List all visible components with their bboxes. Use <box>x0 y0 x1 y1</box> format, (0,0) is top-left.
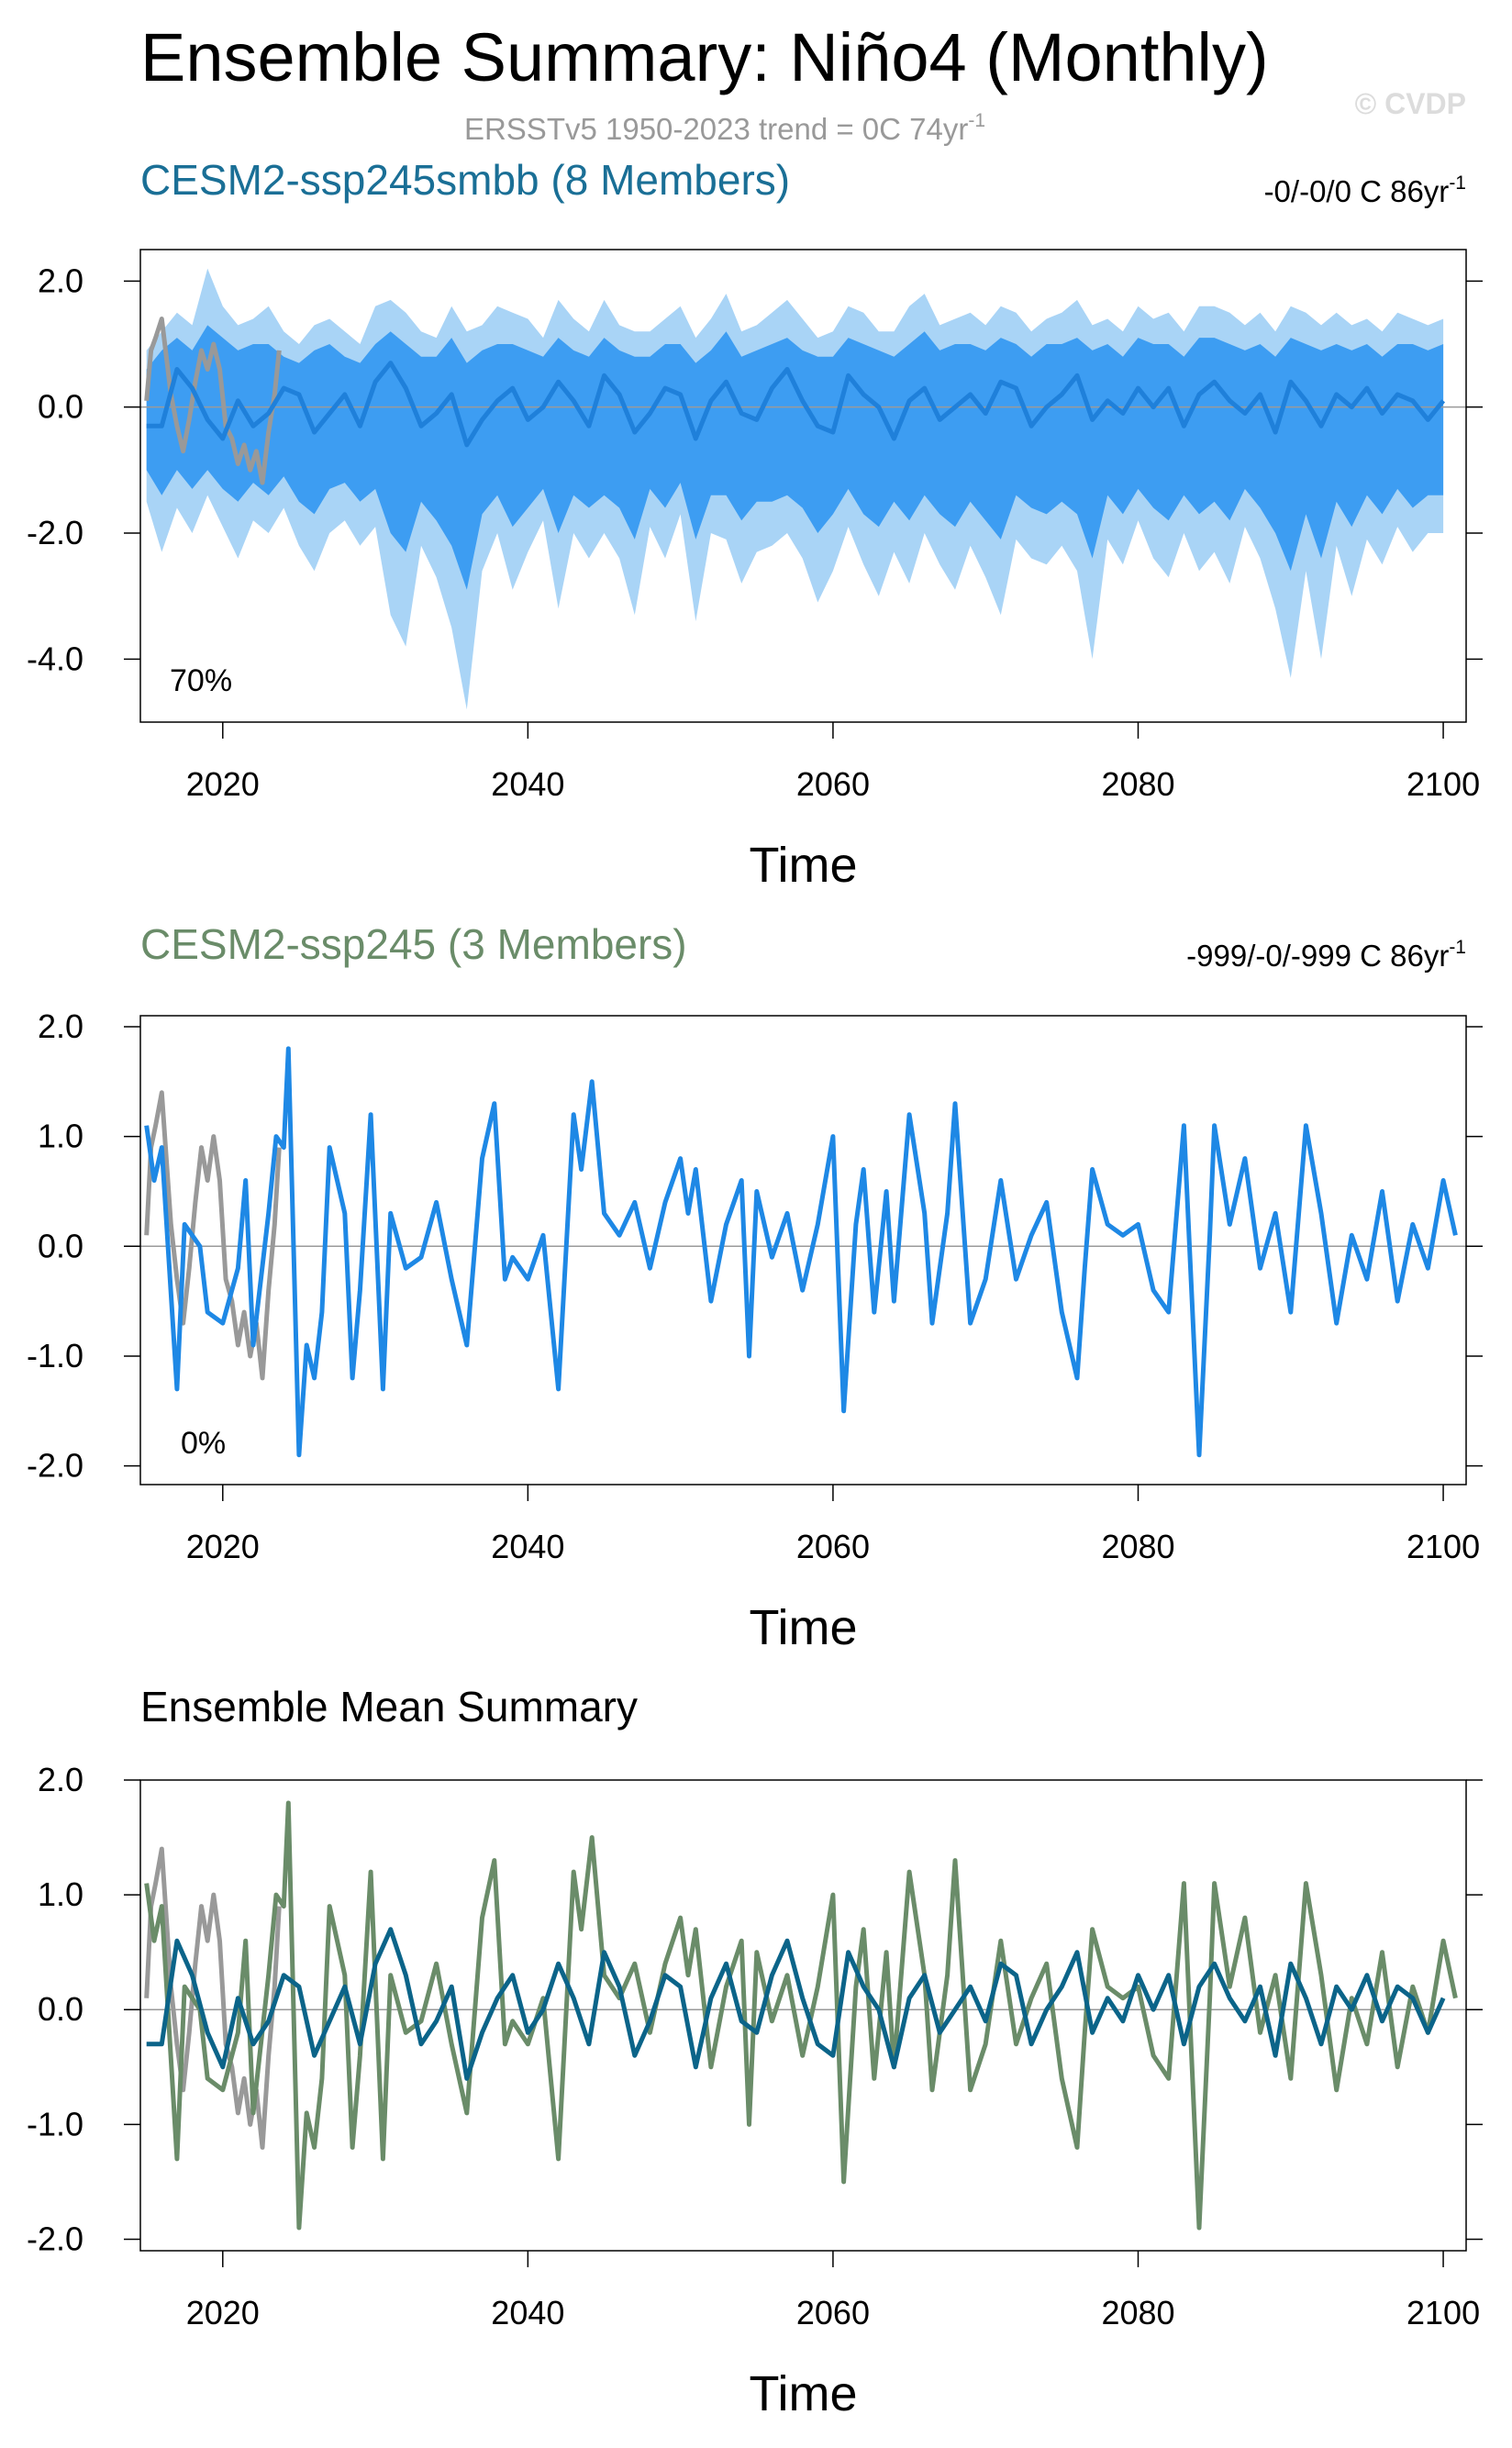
x-tick-label: 2040 <box>491 1528 564 1565</box>
plot-area <box>140 1046 1466 1458</box>
x-tick-label: 2060 <box>796 1528 870 1565</box>
series-line <box>144 1046 1458 1458</box>
subtitle-superscript: -1 <box>968 110 985 131</box>
y-tick-label: 0.0 <box>38 1227 83 1264</box>
series-line <box>144 317 282 485</box>
y-tick-label: 0.0 <box>38 388 83 426</box>
plot-area <box>140 1800 1466 2231</box>
watermark: © CVDP <box>1355 87 1466 120</box>
x-tick-label: 2100 <box>1406 2294 1480 2331</box>
x-tick-label: 2020 <box>186 1528 260 1565</box>
y-tick-label: -2.0 <box>27 1447 83 1485</box>
x-axis-label: Time <box>750 2366 858 2421</box>
y-tick-label: -2.0 <box>27 2220 83 2257</box>
panel-title: Ensemble Mean Summary <box>140 1683 638 1730</box>
trend-superscript: -1 <box>1449 172 1466 194</box>
x-tick-label: 2040 <box>491 2294 564 2331</box>
x-tick-label: 2040 <box>491 765 564 803</box>
plot-frame <box>139 249 1467 723</box>
x-tick-label: 2100 <box>1406 1528 1480 1565</box>
subtitle: ERSSTv5 1950-2023 trend = 0C 74yr-1 <box>464 110 985 146</box>
percent-annotation: 0% <box>181 1426 226 1461</box>
spread-band <box>146 325 1444 590</box>
y-tick-label: 2.0 <box>38 1761 83 1798</box>
panel-title: CESM2-ssp245 (3 Members) <box>140 920 687 968</box>
plot-frame <box>139 1015 1467 1485</box>
trend-note: -0/-0/0 C 86yr-1 <box>1264 172 1466 208</box>
trend-text: -999/-0/-999 C 86yr <box>1186 939 1449 973</box>
x-tick-label: 2080 <box>1101 1528 1174 1565</box>
trend-note: -999/-0/-999 C 86yr-1 <box>1186 937 1466 973</box>
y-tick-label: -1.0 <box>27 1337 83 1374</box>
series-line <box>144 1090 282 1381</box>
x-axis-label: Time <box>750 838 858 893</box>
y-tick-label: -4.0 <box>27 640 83 677</box>
figure-title: Ensemble Summary: Niño4 (Monthly) <box>140 19 1269 95</box>
series-line <box>144 1846 282 2150</box>
x-tick-label: 2080 <box>1101 2294 1174 2331</box>
series-line <box>146 1927 1446 2081</box>
y-tick-label: -1.0 <box>27 2105 83 2142</box>
y-tick-label: 2.0 <box>38 261 83 299</box>
x-axis-label: Time <box>750 1600 858 1655</box>
x-tick-label: 2060 <box>796 765 870 803</box>
y-tick-label: 1.0 <box>38 1118 83 1155</box>
y-tick-label: 1.0 <box>38 1875 83 1913</box>
y-tick-label: -2.0 <box>27 514 83 551</box>
x-tick-label: 2020 <box>186 765 260 803</box>
y-tick-label: 0.0 <box>38 1990 83 2028</box>
trend-text: -0/-0/0 C 86yr <box>1264 174 1450 208</box>
x-tick-label: 2100 <box>1406 765 1480 803</box>
series-line <box>146 361 1446 448</box>
plot-frame <box>139 1779 1467 2252</box>
y-tick-label: 2.0 <box>38 1007 83 1045</box>
subtitle-text: ERSSTv5 1950-2023 trend = 0C 74yr <box>464 112 968 146</box>
panel-title: CESM2-ssp245smbb (8 Members) <box>140 156 790 204</box>
x-tick-label: 2020 <box>186 2294 260 2331</box>
x-tick-label: 2080 <box>1101 765 1174 803</box>
x-tick-label: 2060 <box>796 2294 870 2331</box>
series-line <box>144 1800 1458 2231</box>
plot-area <box>140 268 1466 710</box>
trend-superscript: -1 <box>1449 937 1466 958</box>
percent-annotation: 70% <box>170 663 232 698</box>
